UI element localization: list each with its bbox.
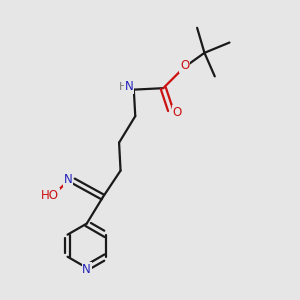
Text: N: N — [82, 263, 91, 276]
Text: N: N — [125, 80, 134, 93]
Text: HO: HO — [41, 189, 59, 202]
Text: H: H — [118, 82, 127, 92]
Text: O: O — [180, 59, 189, 72]
Text: N: N — [64, 173, 73, 186]
Text: O: O — [172, 106, 182, 119]
